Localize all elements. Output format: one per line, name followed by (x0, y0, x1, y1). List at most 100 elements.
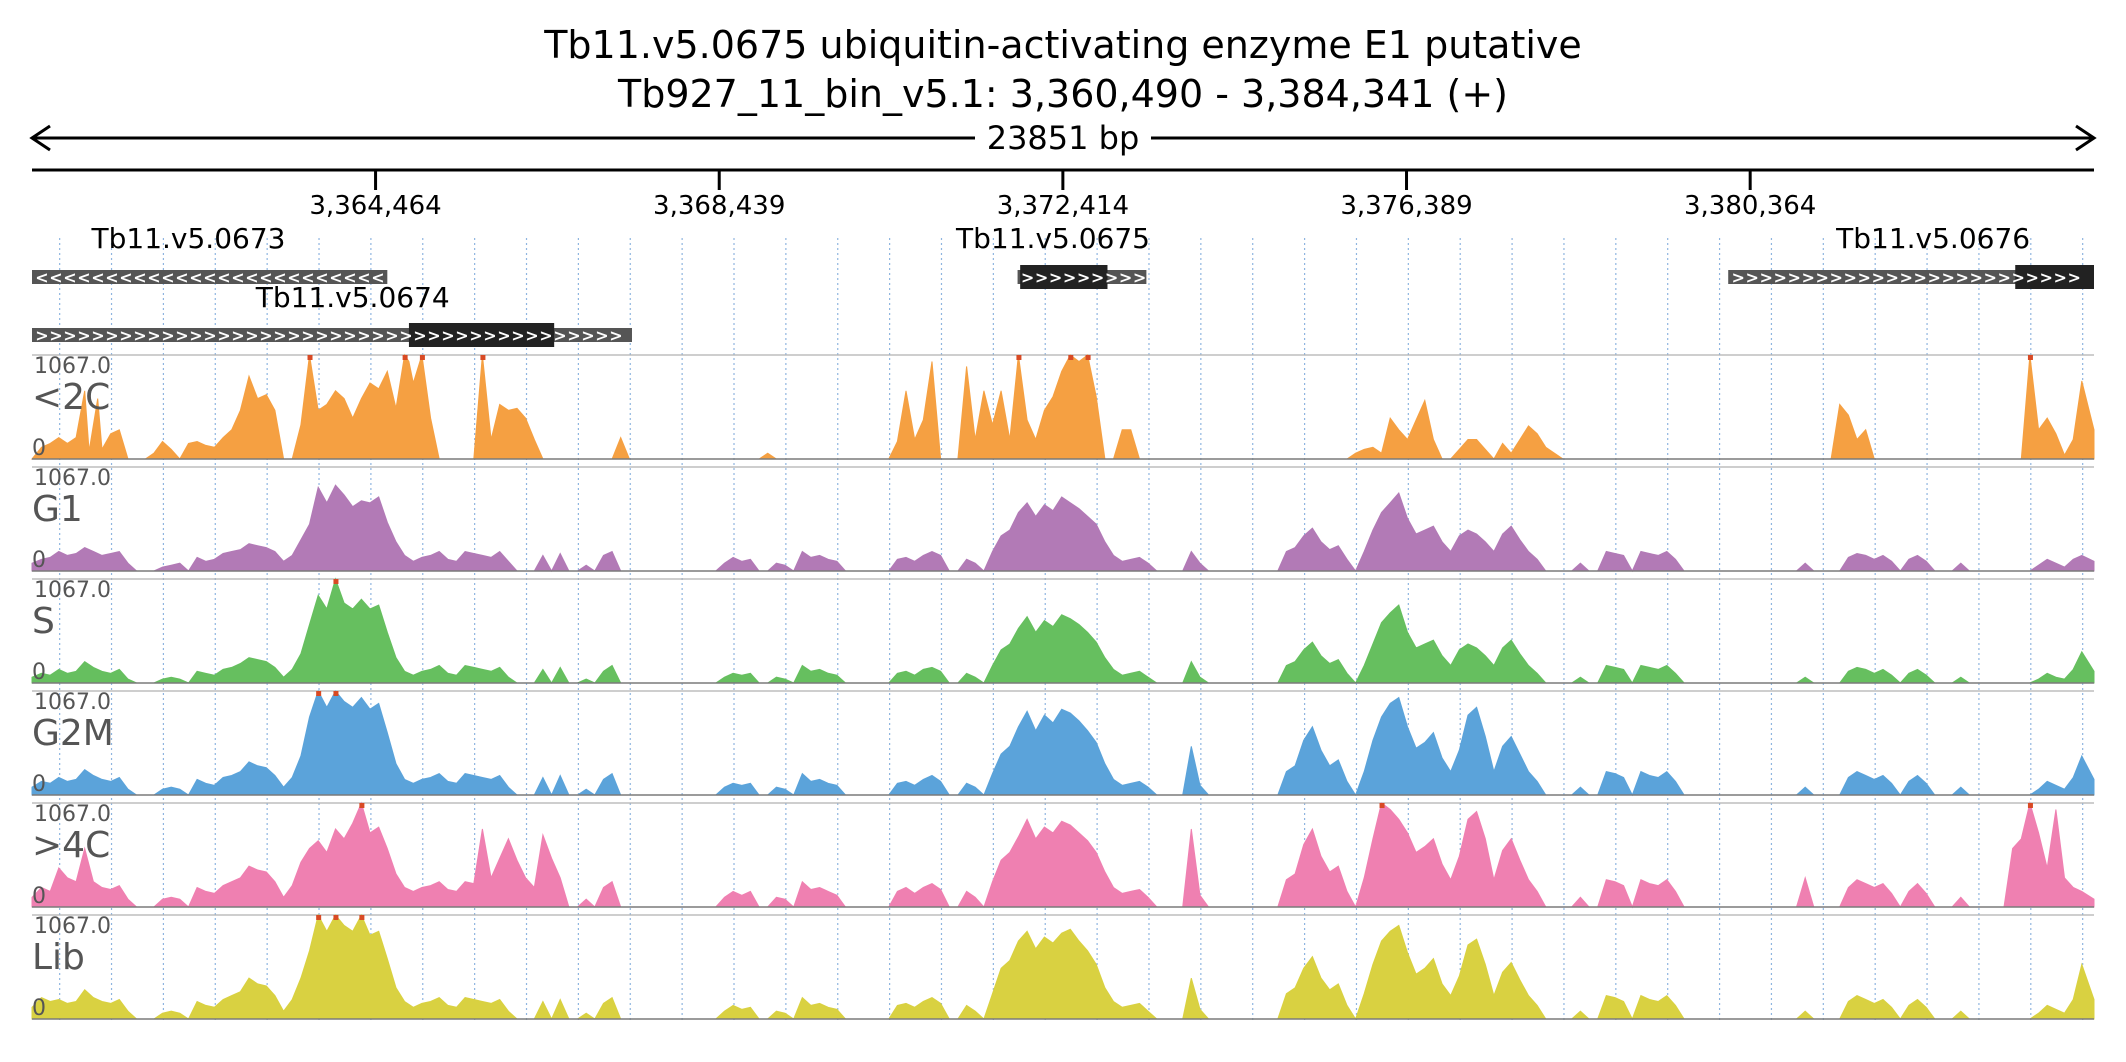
gene-label: Tb11.v5.0676 (1835, 222, 2030, 255)
gene-strand-chevron: < (273, 268, 286, 287)
figure-subtitle: Tb927_11_bin_v5.1: 3,360,490 - 3,384,341… (617, 72, 1508, 116)
gene-strand-chevron: > (441, 326, 454, 345)
gene-strand-chevron: < (259, 268, 272, 287)
gene-strand-chevron: > (595, 326, 608, 345)
gene-strand-chevron: > (2012, 268, 2025, 287)
clip-marker (480, 355, 486, 360)
gene-strand-chevron: > (2026, 268, 2039, 287)
gene-strand-chevron: < (329, 268, 342, 287)
gene-strand-chevron: < (357, 268, 370, 287)
clip-marker (359, 915, 365, 920)
gene-strand-chevron: > (525, 326, 538, 345)
clip-marker (316, 691, 322, 696)
coverage-area (31, 913, 2095, 1021)
gene-strand-chevron: > (1970, 268, 1983, 287)
gene-strand-chevron: < (287, 268, 300, 287)
gene-strand-chevron: > (413, 326, 426, 345)
gene-strand-chevron: > (371, 326, 384, 345)
gene-strand-chevron: > (553, 326, 566, 345)
gene-strand-chevron: < (189, 268, 202, 287)
track-ymin-label: 0 (32, 660, 46, 685)
gene-strand-chevron: > (427, 326, 440, 345)
track-name-label: >4C (32, 825, 110, 866)
gene-strand-chevron: > (1802, 268, 1815, 287)
track-ymax-label: 1067.0 (34, 354, 111, 379)
gene-strand-chevron: > (1732, 268, 1745, 287)
gene-strand-chevron: > (273, 326, 286, 345)
coverage-area (31, 577, 2095, 685)
gene-strand-chevron: < (133, 268, 146, 287)
clip-marker (1085, 355, 1091, 360)
gene-strand-chevron: < (175, 268, 188, 287)
gene-strand-chevron: > (609, 326, 622, 345)
track-ymin-label: 0 (32, 996, 46, 1021)
gene-strand-chevron: > (2068, 268, 2081, 287)
gene-strand-chevron: > (77, 326, 90, 345)
gene-strand-chevron: > (455, 326, 468, 345)
gene-strand-chevron: > (1956, 268, 1969, 287)
gene-strand-chevron: > (497, 326, 510, 345)
coverage-area (31, 689, 2095, 797)
span-length-label: 23851 bp (987, 119, 1140, 157)
gene-label: Tb11.v5.0675 (955, 222, 1150, 255)
gene-strand-chevron: < (343, 268, 356, 287)
coverage-track: 1067.0S 0 (31, 577, 2095, 685)
gene-strand-chevron: < (119, 268, 132, 287)
gene-strand-chevron: < (217, 268, 230, 287)
clip-marker (1016, 355, 1022, 360)
gene-strand-chevron: < (315, 268, 328, 287)
gene-strand-chevron: > (539, 326, 552, 345)
gene-strand-chevron: > (1746, 268, 1759, 287)
gene-strand-chevron: < (49, 268, 62, 287)
track-ymin-label: 0 (32, 436, 46, 461)
gene-strand-chevron: > (245, 326, 258, 345)
figure-title: Tb11.v5.0675 ubiquitin-activating enzyme… (543, 23, 1582, 67)
gene-strand-chevron: > (1105, 268, 1118, 287)
coverage-tracks: 1067.0<2C01067.0G101067.0S01067.0G2M0106… (30, 353, 2095, 1021)
gene-strand-chevron: > (399, 326, 412, 345)
gene-strand-chevron: < (35, 268, 48, 287)
gene-strand-chevron: > (1774, 268, 1787, 287)
gene-cds-bar (408, 323, 555, 347)
gene-strand-chevron: > (147, 326, 160, 345)
clip-marker (419, 355, 425, 360)
gene-strand-chevron: < (301, 268, 314, 287)
gene-strand-chevron: > (105, 326, 118, 345)
track-ymin-label: 0 (32, 548, 46, 573)
gene-strand-chevron: < (91, 268, 104, 287)
axis-tick-label: 3,372,414 (997, 191, 1129, 221)
axis-tick-label: 3,380,364 (1684, 191, 1816, 221)
gene-annotation-track: Tb11.v5.0673< < < < < < < < < < < < < < < < < < < < < < < < <Tb1… (32, 222, 2094, 347)
gene-strand-chevron: < (203, 268, 216, 287)
gene-strand-chevron: > (1886, 268, 1899, 287)
track-name-label: Lib (32, 937, 85, 978)
gene-strand-chevron: > (1788, 268, 1801, 287)
gene-strand-chevron: > (1760, 268, 1773, 287)
gene-strand-chevron: > (357, 326, 370, 345)
clip-marker (1068, 355, 1074, 360)
coverage-track: 1067.0G1 0 (31, 466, 2095, 573)
gene-label: Tb11.v5.0674 (255, 281, 450, 314)
clip-marker (402, 355, 408, 360)
track-name-label: G1 (32, 489, 83, 530)
gene-strand-chevron: > (483, 326, 496, 345)
gene-label: Tb11.v5.0673 (91, 222, 286, 255)
gene-strand-chevron: > (287, 326, 300, 345)
gene-strand-chevron: > (1021, 268, 1034, 287)
coordinate-axis: 3,364,464 3,368,439 3,372,414 3,376,389 3,38… (32, 168, 2094, 221)
gene-strand-chevron: > (1816, 268, 1829, 287)
gene-strand-chevron: > (581, 326, 594, 345)
axis-tick-label: 3,368,439 (653, 191, 785, 221)
gene-strand-chevron: < (245, 268, 258, 287)
clip-marker (333, 579, 339, 584)
gene-strand-chevron: > (1900, 268, 1913, 287)
track-ymax-label: 1067.0 (34, 914, 111, 939)
span-arrow: 23851 bp (29, 119, 2097, 157)
clip-marker (333, 915, 339, 920)
axis-tick-label: 3,376,389 (1340, 191, 1472, 221)
gene-strand-chevron: > (1119, 268, 1132, 287)
gene-strand-chevron: > (203, 326, 216, 345)
clip-marker (2027, 803, 2033, 808)
